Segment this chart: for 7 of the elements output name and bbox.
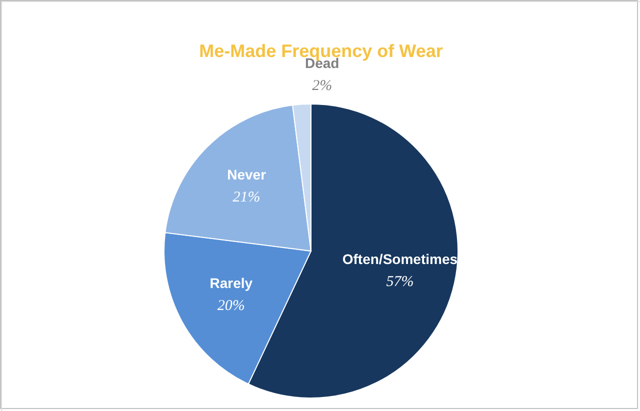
- slice-label: Never: [227, 166, 267, 183]
- data-label: 21%: [232, 190, 260, 206]
- slice-label: Rarely: [210, 274, 253, 291]
- data-label: 57%: [386, 274, 414, 290]
- slice-label: Often/Sometimes: [342, 250, 458, 267]
- data-label: 20%: [217, 298, 245, 314]
- data-label: 2%: [312, 78, 332, 94]
